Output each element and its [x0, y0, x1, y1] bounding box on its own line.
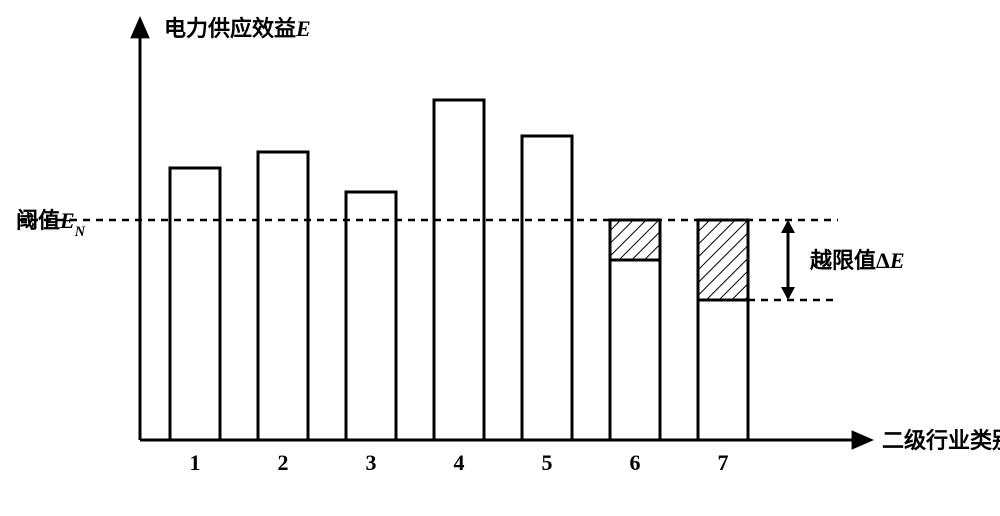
bar-7-overlimit	[698, 220, 748, 300]
overlimit-label: 越限值ΔE	[809, 248, 905, 273]
xtick-3: 3	[366, 450, 377, 475]
bar-4	[434, 100, 484, 440]
xtick-6: 6	[630, 450, 641, 475]
bar-chart: 1234567电力供应效益E二级行业类别阈值EN越限值ΔE	[0, 0, 1000, 516]
bar-2	[258, 152, 308, 440]
xtick-5: 5	[542, 450, 553, 475]
bar-1	[170, 168, 220, 440]
y-axis-label: 电力供应效益E	[164, 16, 311, 41]
bar-6-overlimit	[610, 220, 660, 260]
bar-6	[610, 260, 660, 440]
xtick-4: 4	[454, 450, 465, 475]
xtick-2: 2	[278, 450, 289, 475]
x-axis-label: 二级行业类别	[882, 428, 1000, 453]
bar-5	[522, 136, 572, 440]
bar-3	[346, 192, 396, 440]
xtick-1: 1	[190, 450, 201, 475]
xtick-7: 7	[718, 450, 729, 475]
bar-7	[698, 300, 748, 440]
